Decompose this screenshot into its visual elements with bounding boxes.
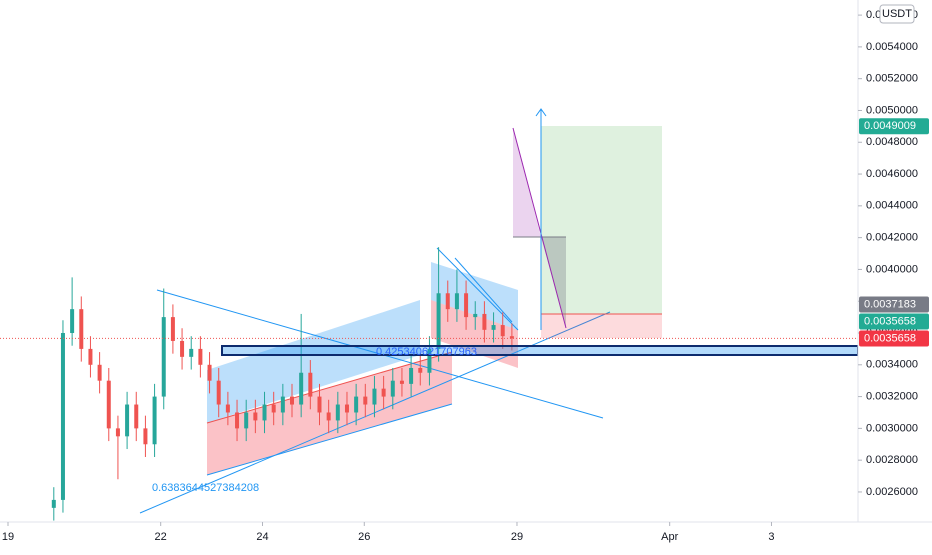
- y-tick-label: 0.0042000: [866, 232, 918, 244]
- y-tick-label: 0.0052000: [866, 73, 918, 85]
- candle-body: [445, 293, 450, 310]
- candle-body: [262, 404, 267, 421]
- y-tick-label: 0.0046000: [866, 168, 918, 180]
- candle-body: [170, 317, 175, 341]
- projection-line: [512, 127, 567, 329]
- candle-body: [244, 412, 249, 429]
- candle-body: [216, 380, 221, 405]
- candle-body: [253, 412, 258, 421]
- candle-body: [97, 364, 102, 381]
- candle-body: [225, 404, 230, 413]
- candle-body: [198, 348, 203, 365]
- candle-body: [70, 309, 75, 334]
- candle-body: [335, 404, 340, 421]
- candle-body: [317, 396, 322, 413]
- candle-body: [88, 348, 93, 365]
- y-tick-label: 0.0050000: [866, 104, 918, 116]
- price-label-box: [859, 330, 929, 347]
- candle-body: [381, 388, 386, 397]
- candle-body: [326, 412, 331, 421]
- y-tick-label: 0.0054000: [866, 41, 918, 53]
- price-label: 0.0049009: [864, 120, 916, 132]
- x-tick-label: 19: [2, 531, 14, 543]
- candle-body: [180, 340, 185, 357]
- candle-body: [308, 372, 313, 397]
- price-label: 0.0035658: [864, 332, 916, 344]
- y-tick-label: 0.0040000: [866, 263, 918, 275]
- candle-body: [60, 333, 65, 500]
- candle-body: [152, 396, 157, 445]
- candle-body: [363, 396, 368, 405]
- price-label-box: [859, 296, 929, 313]
- zone-box: [221, 345, 859, 356]
- x-tick-label: 24: [256, 531, 268, 543]
- candle-body: [436, 293, 441, 349]
- x-tick-label: Apr: [661, 531, 678, 543]
- y-tick-label: 0.0034000: [866, 359, 918, 371]
- candle-body: [235, 412, 240, 429]
- candle-body: [399, 380, 404, 384]
- target-zone: [541, 126, 662, 314]
- trend-line: [436, 247, 519, 331]
- currency-box: [879, 4, 915, 24]
- candle-body: [125, 404, 130, 437]
- y-tick-label: 0.0028000: [866, 454, 918, 466]
- trend-line: [454, 257, 513, 323]
- candle-body: [454, 293, 459, 310]
- candle-body: [354, 396, 359, 413]
- annotation: 0.425340621707963: [376, 346, 477, 358]
- candle-body: [390, 380, 395, 397]
- candle-body: [189, 348, 194, 357]
- candle-body: [299, 372, 304, 405]
- candle-body: [143, 428, 148, 445]
- candle-body: [344, 404, 349, 413]
- price-label: 0.0035658: [864, 315, 916, 327]
- candle-body: [418, 367, 423, 373]
- candle-body: [464, 293, 469, 318]
- candles: [0, 247, 858, 521]
- price-axis: [858, 0, 932, 550]
- y-tick-label: 0.0030000: [866, 422, 918, 434]
- y-tick-label: 0.0048000: [866, 136, 918, 148]
- candle-body: [509, 336, 514, 339]
- y-tick-label: 0.0044000: [866, 200, 918, 212]
- y-tick-label: 0.0032000: [866, 390, 918, 402]
- candle-body: [115, 428, 120, 437]
- candle-body: [280, 396, 285, 413]
- candle-body: [207, 364, 212, 381]
- x-tick-label: 29: [511, 531, 523, 543]
- flag-lower: [431, 300, 518, 368]
- candle-body: [51, 499, 56, 508]
- drawings: [139, 108, 662, 514]
- candle-body: [491, 325, 496, 330]
- candle-body: [79, 309, 84, 349]
- x-tick-label: 22: [155, 531, 167, 543]
- candle-body: [290, 396, 295, 405]
- candle-body: [161, 317, 166, 397]
- currency: USDT: [882, 8, 912, 20]
- x-tick-label: 3: [768, 531, 774, 543]
- annotation: 0.6383644527384208: [152, 482, 259, 494]
- channel-upper: [207, 300, 420, 423]
- candle-body: [500, 325, 505, 337]
- candle-body: [106, 380, 111, 429]
- candle-body: [409, 367, 414, 384]
- stop-zone: [541, 314, 662, 338]
- arrow-head: [535, 108, 547, 117]
- candle-body: [372, 388, 377, 405]
- candle-body: [134, 404, 139, 429]
- candle-body: [473, 313, 478, 318]
- flag-upper: [431, 262, 518, 330]
- candle-body: [482, 313, 487, 330]
- x-tick-label: 26: [358, 531, 370, 543]
- candle-body: [271, 404, 276, 413]
- price-label: 0.0037183: [864, 298, 916, 310]
- trend-line: [206, 403, 453, 476]
- candle-body: [427, 348, 432, 373]
- price-label-box: [859, 118, 929, 135]
- price-label-box: [859, 313, 929, 330]
- y-tick-label: 0.0026000: [866, 486, 918, 498]
